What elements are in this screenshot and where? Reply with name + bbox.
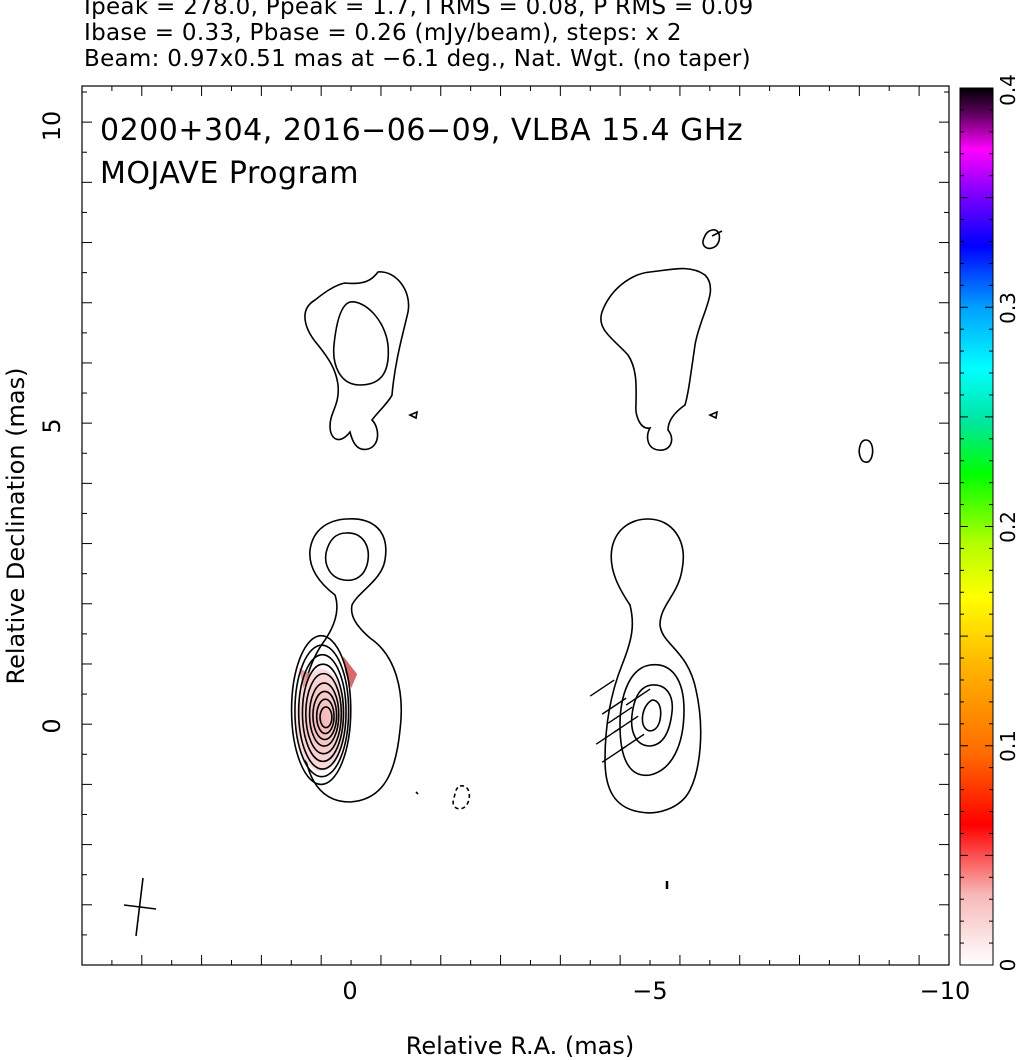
core-contour-left [294,644,350,778]
contour-core-envelope-left [300,518,403,803]
core-contour-left [312,690,338,741]
plot-title: 0200+304, 2016−06−09, VLBA 15.4 GHz [100,113,743,148]
polarized-intensity-peak [343,656,358,689]
contour-outer-component-inner-left [332,301,390,386]
y-axis-label: Relative Declination (mas) [2,367,30,684]
contour-core-center-right [641,699,662,732]
contour-core-envelope-right [604,518,702,814]
core-contour-left [305,672,343,755]
x-tick-label-0: 0 [342,977,357,1005]
colorbar-tick-label-4: 0.4 [996,74,1020,106]
x-axis-label: Relative R.A. (mas) [406,1032,634,1060]
contour-small-right-a [708,410,719,420]
y-tick-label-2: 10 [38,111,66,142]
plot-subtitle: MOJAVE Program [100,156,359,191]
core-contour-left [297,653,347,770]
contour-outer-component-right [600,267,712,451]
evpa-tick [607,706,633,724]
header-line-peak: Ipeak = 278.0, Ppeak = 1.7, I RMS = 0.08… [84,0,754,20]
x-tick-label-1: −5 [632,977,667,1005]
contour-small-left-a [408,410,419,420]
evpa-tick [595,727,621,745]
contour-core-mid-right [619,663,685,777]
evpa-tick [601,697,627,715]
colorbar-tick-label-0: 0 [996,959,1020,972]
header-line-base: Ibase = 0.33, Pbase = 0.26 (mJy/beam), s… [84,20,682,46]
core-contour-left [290,634,352,786]
negative-contour-left [452,785,471,810]
colorbar-tick-label-1: 0.1 [996,730,1020,762]
contour-knot-inner-left [324,532,370,582]
core-contour-left [301,663,345,763]
evpa-tick [625,688,651,706]
contour-outer-component-left [304,271,410,451]
core-contour-left [308,682,340,747]
y-tick-label-1: 5 [38,418,66,433]
plot-frame [81,85,950,966]
contour-small-right-b [702,229,721,250]
evpa-tick [589,679,615,697]
contour-dot-left [415,791,419,795]
beam-minor-axis [123,904,157,910]
contour-isolated-right [858,439,874,463]
y-tick-label-0: 0 [38,718,66,733]
core-contour-left [319,706,333,729]
x-tick-label-2: −10 [920,977,971,1005]
colorbar-tick-label-2: 0.2 [996,511,1020,543]
contour-spur-right [711,230,723,237]
contour-core-inner-right [630,684,674,747]
colorbar-tick-label-3: 0.3 [996,292,1020,324]
header-line-beam: Beam: 0.97x0.51 mas at −6.1 deg., Nat. W… [84,46,751,72]
core-contour-left [315,698,335,735]
evpa-tick [601,745,627,763]
